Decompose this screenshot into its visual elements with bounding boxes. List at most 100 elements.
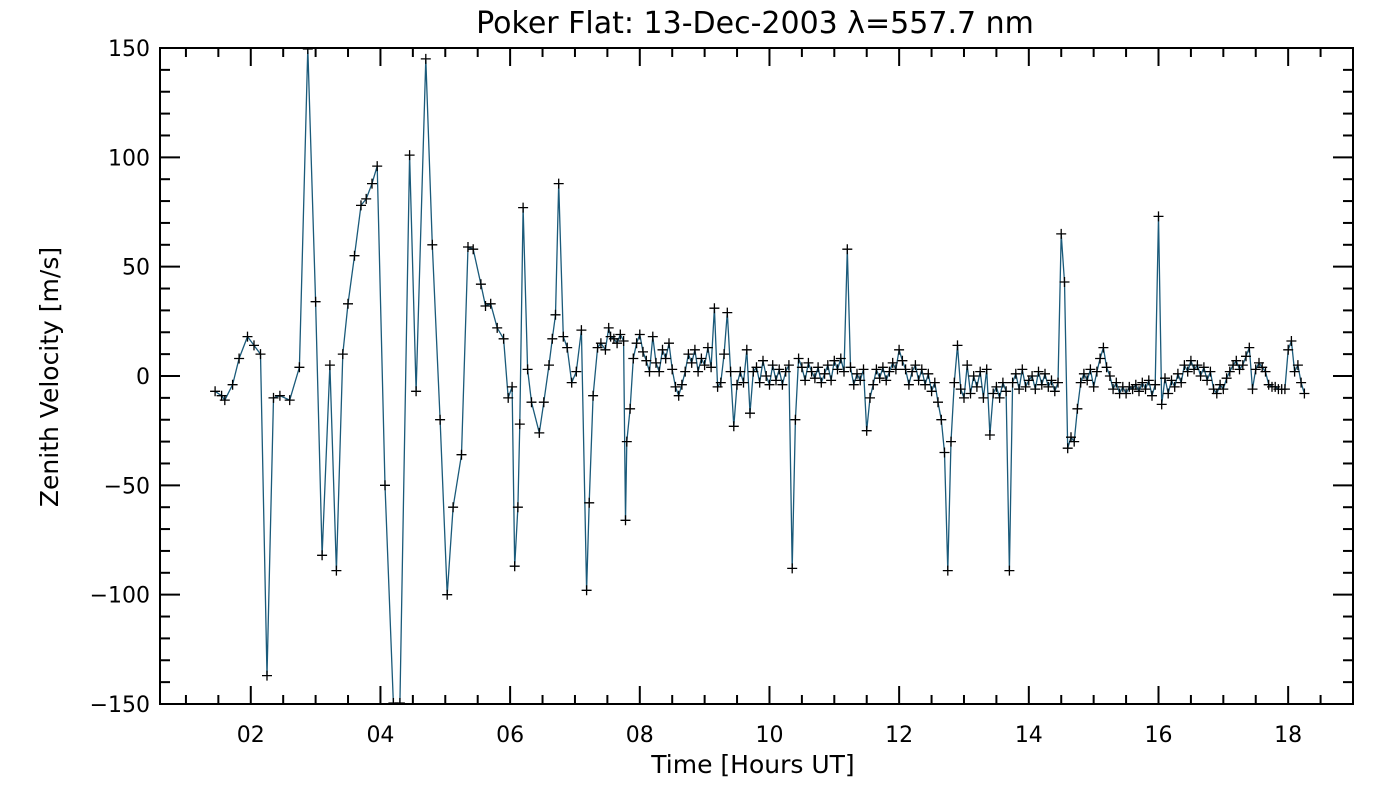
data-point-marker: [887, 357, 898, 368]
data-point-marker: [923, 368, 934, 379]
data-point-marker: [826, 375, 837, 386]
data-point-marker: [839, 366, 849, 377]
data-point-marker: [1195, 371, 1206, 381]
data-point-marker: [1166, 375, 1177, 386]
data-point-marker: [897, 355, 908, 366]
data-point-marker: [719, 349, 730, 360]
data-point-marker: [903, 379, 914, 390]
data-point-marker: [485, 298, 496, 309]
data-point-marker: [249, 340, 259, 351]
data-point-marker: [255, 349, 266, 360]
data-point-marker: [356, 200, 366, 211]
data-point-marker: [1101, 362, 1112, 373]
data-point-marker: [1198, 362, 1209, 373]
data-point-marker: [1176, 377, 1187, 388]
data-point-marker: [978, 392, 989, 403]
data-point-marker: [651, 357, 661, 368]
y-tick-label: 0: [136, 365, 150, 390]
data-point-marker: [1156, 399, 1167, 410]
data-point-marker: [1150, 379, 1161, 390]
data-point-marker: [1211, 388, 1222, 399]
data-point-marker: [1056, 228, 1067, 239]
axis-ticks: [160, 47, 1354, 705]
data-point-marker: [1091, 366, 1102, 377]
data-point-marker: [1036, 379, 1047, 390]
data-point-marker: [780, 366, 791, 377]
data-point-marker: [660, 353, 671, 364]
data-point-marker: [952, 340, 963, 351]
data-point-marker: [771, 375, 781, 386]
data-point-marker: [411, 386, 422, 397]
data-point-marker: [534, 427, 545, 438]
data-point-marker: [706, 362, 717, 373]
data-point-marker: [900, 364, 911, 375]
data-point-marker: [1231, 355, 1242, 366]
data-point-marker: [735, 366, 746, 377]
data-point-marker: [1088, 381, 1099, 392]
data-point-marker: [920, 379, 931, 390]
data-point-marker: [913, 375, 924, 386]
data-point-marker: [498, 333, 509, 344]
axis-tick-labels: 02 04 06 08 10 12 14 16 18 −150 −100 −50 0 50 100 150: [90, 37, 1303, 748]
data-point-marker: [1001, 386, 1012, 397]
data-point-marker: [367, 178, 377, 189]
data-point-marker: [1043, 381, 1054, 392]
y-axis-label: Zenith Velocity [m/s]: [35, 247, 64, 507]
data-point-marker: [965, 388, 976, 399]
data-point-marker: [1111, 377, 1122, 388]
data-point-marker: [1108, 384, 1119, 395]
data-point-marker: [777, 379, 788, 390]
data-point-marker: [959, 392, 969, 403]
data-point-marker: [664, 338, 674, 349]
data-point-marker: [1014, 384, 1025, 395]
data-point-marker: [1160, 373, 1170, 384]
data-point-marker: [284, 395, 295, 406]
data-point-marker: [725, 366, 736, 377]
data-point-marker: [1130, 379, 1141, 390]
y-tick-label: 100: [108, 146, 150, 171]
data-point-marker: [512, 502, 523, 513]
data-point-marker: [1250, 364, 1261, 375]
data-point-marker: [715, 377, 726, 388]
data-point-marker: [1218, 384, 1229, 395]
data-point-marker: [732, 379, 742, 390]
x-tick-label: 14: [1015, 723, 1043, 748]
x-axis-label: Time [Hours UT]: [650, 750, 854, 779]
data-point-marker: [1059, 277, 1070, 287]
y-tick-label: −150: [90, 693, 150, 718]
data-point-marker: [595, 338, 606, 349]
data-point-marker: [894, 344, 905, 355]
data-point-marker: [1185, 355, 1196, 366]
data-point-marker: [693, 366, 704, 377]
data-point-marker: [294, 362, 305, 373]
data-point-marker: [803, 357, 814, 368]
data-point-marker: [994, 392, 1005, 403]
data-point-marker: [962, 360, 973, 371]
x-tick-label: 08: [626, 723, 654, 748]
data-point-marker: [865, 392, 875, 403]
data-point-marker: [1205, 366, 1216, 377]
data-point-marker: [929, 377, 940, 388]
data-point-marker: [877, 362, 888, 373]
data-point-marker: [654, 366, 665, 377]
data-point-marker: [475, 279, 486, 290]
data-point-marker: [1244, 342, 1255, 353]
data-point-marker: [984, 430, 995, 440]
data-point-marker: [949, 377, 960, 388]
data-point-marker: [881, 375, 892, 386]
data-point-marker: [1143, 375, 1154, 386]
data-point-marker: [380, 480, 390, 491]
data-point-marker: [372, 161, 383, 172]
data-point-marker: [349, 250, 360, 261]
data-point-marker: [620, 515, 631, 526]
data-point-marker: [783, 360, 794, 371]
data-point-marker: [796, 362, 807, 373]
data-point-marker: [667, 364, 678, 375]
data-point-marker: [670, 381, 681, 392]
data-point-marker: [1049, 386, 1060, 397]
data-point-marker: [1202, 375, 1213, 386]
data-point-marker: [1292, 360, 1303, 371]
data-point-marker: [1247, 384, 1258, 395]
data-point-marker: [526, 397, 537, 408]
data-point-marker: [538, 397, 549, 408]
